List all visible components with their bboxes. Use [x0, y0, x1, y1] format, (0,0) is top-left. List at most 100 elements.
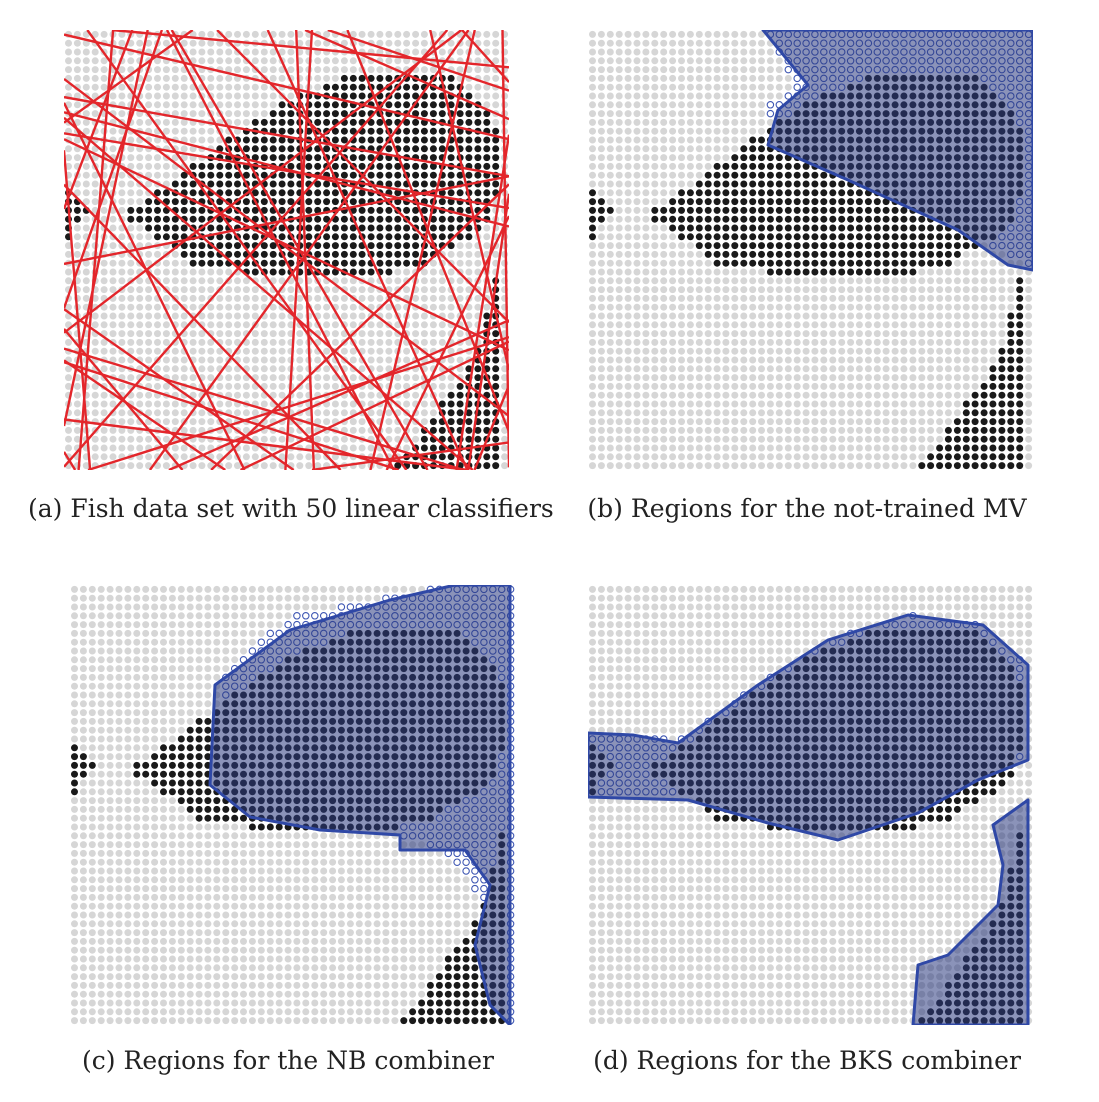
background-dot	[686, 101, 694, 109]
background-dot	[589, 277, 596, 285]
background-dot	[145, 118, 153, 126]
background-dot	[633, 374, 641, 382]
background-dot	[154, 101, 161, 109]
background-dot	[758, 321, 765, 329]
background-dot	[873, 444, 881, 452]
background-dot	[660, 180, 668, 188]
fish-dot	[802, 206, 810, 214]
background-dot	[793, 277, 801, 285]
background-dot	[686, 356, 694, 364]
background-dot	[171, 250, 179, 258]
background-dot	[962, 338, 970, 346]
background-dot	[198, 347, 206, 355]
fish-dot	[784, 268, 792, 276]
background-dot	[597, 233, 605, 241]
fish-dot	[162, 224, 170, 232]
background-dot	[597, 127, 605, 135]
fish-dot	[740, 206, 748, 214]
background-dot	[234, 382, 241, 390]
background-dot	[145, 39, 153, 47]
background-dot	[660, 435, 668, 443]
fish-dot	[287, 162, 295, 170]
background-dot	[962, 365, 970, 373]
background-dot	[109, 347, 117, 355]
fish-dot	[403, 118, 411, 126]
background-dot	[127, 347, 135, 355]
background-dot	[678, 374, 685, 382]
background-dot	[651, 180, 659, 188]
background-dot	[145, 321, 153, 329]
background-dot	[936, 294, 944, 302]
background-dot	[678, 400, 685, 408]
background-dot	[447, 303, 455, 311]
background-dot	[349, 426, 357, 434]
background-dot	[154, 171, 161, 179]
background-dot	[678, 66, 685, 74]
background-dot	[758, 347, 765, 355]
background-dot	[225, 444, 233, 452]
background-dot	[358, 330, 366, 338]
background-dot	[154, 268, 161, 276]
background-dot	[900, 426, 908, 434]
fish-dot	[278, 259, 286, 267]
background-dot	[766, 444, 774, 452]
background-dot	[624, 233, 632, 241]
background-dot	[234, 294, 241, 302]
background-dot	[1025, 347, 1033, 355]
background-dot	[589, 312, 596, 320]
background-dot	[793, 400, 801, 408]
background-dot	[385, 347, 393, 355]
background-dot	[314, 382, 322, 390]
background-dot	[909, 444, 917, 452]
background-dot	[456, 356, 464, 364]
fish-dot	[447, 145, 455, 153]
background-dot	[864, 303, 872, 311]
background-dot	[811, 374, 819, 382]
fish-dot	[802, 242, 810, 250]
background-dot	[686, 259, 694, 267]
fish-dot	[429, 215, 437, 223]
background-dot	[242, 312, 250, 320]
fish-dot	[766, 189, 774, 197]
fish-dot	[331, 136, 339, 144]
fish-dot	[749, 180, 757, 188]
background-dot	[651, 409, 659, 417]
fish-dot	[766, 198, 774, 206]
background-dot	[784, 382, 792, 390]
background-dot	[624, 83, 632, 91]
fish-dot	[323, 233, 331, 241]
background-dot	[597, 101, 605, 109]
background-dot	[127, 286, 135, 294]
background-dot	[260, 462, 268, 470]
background-dot	[154, 136, 161, 144]
classifier-line	[64, 347, 465, 470]
fish-dot	[713, 224, 721, 232]
classifier-line	[455, 134, 509, 470]
background-dot	[420, 400, 428, 408]
fish-dot	[909, 233, 917, 241]
background-dot	[775, 400, 783, 408]
fish-dot	[358, 74, 366, 82]
background-dot	[633, 162, 641, 170]
fish-dot	[198, 215, 206, 223]
fish-dot	[998, 444, 1006, 452]
background-dot	[314, 435, 322, 443]
background-dot	[91, 171, 99, 179]
background-dot	[82, 57, 90, 65]
background-dot	[802, 453, 810, 461]
fish-dot	[251, 136, 259, 144]
background-dot	[953, 277, 961, 285]
background-dot	[998, 286, 1006, 294]
background-dot	[642, 215, 650, 223]
fish-dot	[403, 92, 411, 100]
background-dot	[429, 330, 437, 338]
background-dot	[403, 374, 411, 382]
background-dot	[900, 330, 908, 338]
background-dot	[483, 303, 491, 311]
fish-dot	[349, 171, 357, 179]
fish-dot	[669, 224, 677, 232]
fish-dot	[793, 224, 801, 232]
fish-dot	[980, 409, 988, 417]
background-dot	[731, 127, 739, 135]
background-dot	[412, 294, 420, 302]
